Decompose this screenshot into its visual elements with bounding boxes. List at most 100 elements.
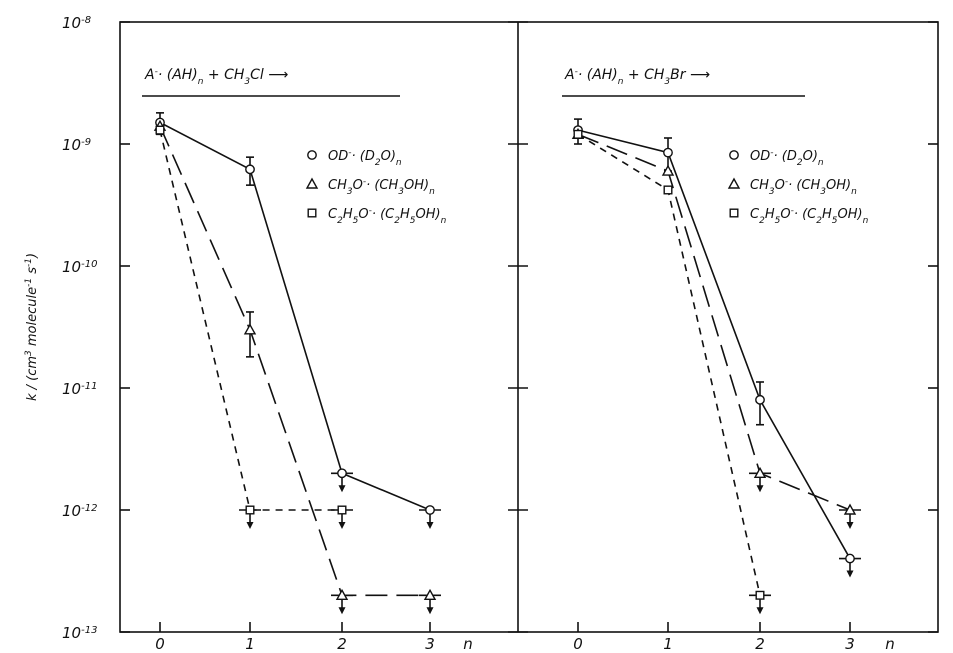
tick-exponent: -10 — [81, 259, 97, 270]
text-part: 3 — [244, 77, 250, 87]
text-part: 3 — [24, 350, 34, 356]
x-axis-label: n — [463, 635, 473, 653]
svg-text:C2H5O-· (C2H5OH)n: C2H5O-· (C2H5OH)n — [328, 206, 447, 226]
text-part: - — [369, 206, 372, 216]
text-part: n — [198, 77, 204, 87]
x-tick-label: 3 — [845, 635, 855, 653]
text-part: Cl ⟶ — [250, 67, 288, 83]
text-part: A — [564, 67, 575, 83]
x-tick-label: 0 — [155, 635, 165, 653]
text-part: - — [363, 177, 366, 187]
limit-arrowhead — [338, 522, 346, 529]
limit-arrowhead — [846, 522, 854, 529]
text-part: 2 — [816, 216, 822, 226]
text-part: H — [765, 207, 775, 222]
text-part: n — [851, 187, 857, 197]
limit-arrowhead — [338, 607, 346, 615]
x-tick-label: 0 — [573, 635, 583, 653]
series-line — [577, 133, 851, 511]
text-part: 2 — [759, 216, 765, 226]
text-part: - — [791, 206, 794, 216]
text-part: 5 — [775, 216, 781, 226]
y-tick-label: 10-8 — [62, 14, 91, 32]
text-part: 5 — [832, 216, 838, 226]
series-line — [577, 133, 761, 596]
text-part: · (C — [372, 207, 395, 222]
text-part: O — [775, 178, 785, 193]
tick-exponent: -9 — [81, 137, 91, 148]
text-part: 5 — [410, 216, 416, 226]
reaction-label: A-· (AH)n + CH3Br ⟶ — [562, 67, 805, 97]
text-part: CH — [328, 178, 347, 193]
x-axis-label: n — [885, 635, 895, 653]
text-part: · (C — [794, 207, 817, 222]
x-axis-panel-1: 0 1 2 3 n — [155, 622, 473, 653]
text-part: n — [618, 77, 624, 87]
text-part: - — [575, 67, 578, 77]
text-part: 3 — [347, 187, 353, 197]
text-part: O — [353, 178, 363, 193]
text-part: · (D — [352, 149, 375, 164]
text-part: O — [358, 207, 368, 222]
text-part: molecule — [25, 287, 40, 350]
limit-arrowhead — [756, 485, 764, 493]
text-part: - — [770, 148, 773, 158]
text-part: O — [780, 207, 790, 222]
text-part: Br ⟶ — [670, 67, 710, 83]
y-axis-label: k / (cm3 molecule-1 s-1) — [24, 253, 40, 401]
data-point-square — [337, 505, 347, 515]
text-part: 5 — [353, 216, 359, 226]
svg-text:OD-· (D2O)n: OD-· (D2O)n — [328, 148, 402, 168]
text-part: n — [863, 216, 869, 226]
text-part: n — [818, 158, 824, 168]
text-part: O) — [803, 149, 818, 164]
text-part: H — [822, 207, 832, 222]
limit-arrowhead — [426, 607, 434, 615]
data-point-triangle — [843, 503, 857, 515]
text-part: · (D — [774, 149, 797, 164]
series-square — [573, 129, 771, 615]
svg-text:OD-· (D2O)n: OD-· (D2O)n — [750, 148, 824, 168]
text-part: H — [343, 207, 353, 222]
tick-exponent: -8 — [81, 15, 91, 26]
x-tick-label: 2 — [755, 635, 765, 653]
text-part: ) — [25, 253, 40, 259]
text-part: C — [750, 207, 760, 222]
svg-text:C2H5O-· (C2H5OH)n: C2H5O-· (C2H5OH)n — [750, 206, 869, 226]
text-part: OH) — [415, 207, 440, 222]
data-point-circle — [425, 505, 435, 515]
text-part: 3 — [664, 77, 670, 87]
y-tick-label: 10-12 — [62, 502, 97, 520]
data-point-circle — [245, 164, 255, 175]
data-point-circle — [845, 553, 855, 564]
text-part: · (CH — [788, 178, 820, 193]
legend-marker-square — [307, 208, 317, 218]
data-point-square — [573, 129, 583, 139]
legend-marker-circle — [307, 150, 317, 160]
text-part: CH — [750, 178, 769, 193]
limit-arrowhead — [246, 522, 254, 529]
series-line — [577, 129, 851, 559]
y-tick-label: 10-10 — [62, 258, 97, 276]
data-point-triangle — [423, 588, 437, 600]
data-point-triangle — [753, 466, 767, 478]
data-point-circle — [663, 147, 673, 158]
text-part: 3 — [398, 187, 404, 197]
text-part: · (AH) — [578, 67, 618, 83]
svg-text:CH3O-· (CH3OH)n: CH3O-· (CH3OH)n — [750, 177, 857, 197]
text-part: - — [155, 67, 158, 77]
series-line — [159, 121, 431, 511]
tick-exponent: -11 — [81, 381, 97, 392]
svg-text:CH3O-· (CH3OH)n: CH3O-· (CH3OH)n — [328, 177, 435, 197]
text-part: · (CH — [366, 178, 398, 193]
data-point-triangle — [335, 588, 349, 600]
data-point-circle — [755, 394, 765, 405]
text-part: n — [429, 187, 435, 197]
tick-base: 10 — [62, 136, 81, 154]
data-point-circle — [337, 468, 347, 479]
data-point-square — [245, 505, 255, 515]
